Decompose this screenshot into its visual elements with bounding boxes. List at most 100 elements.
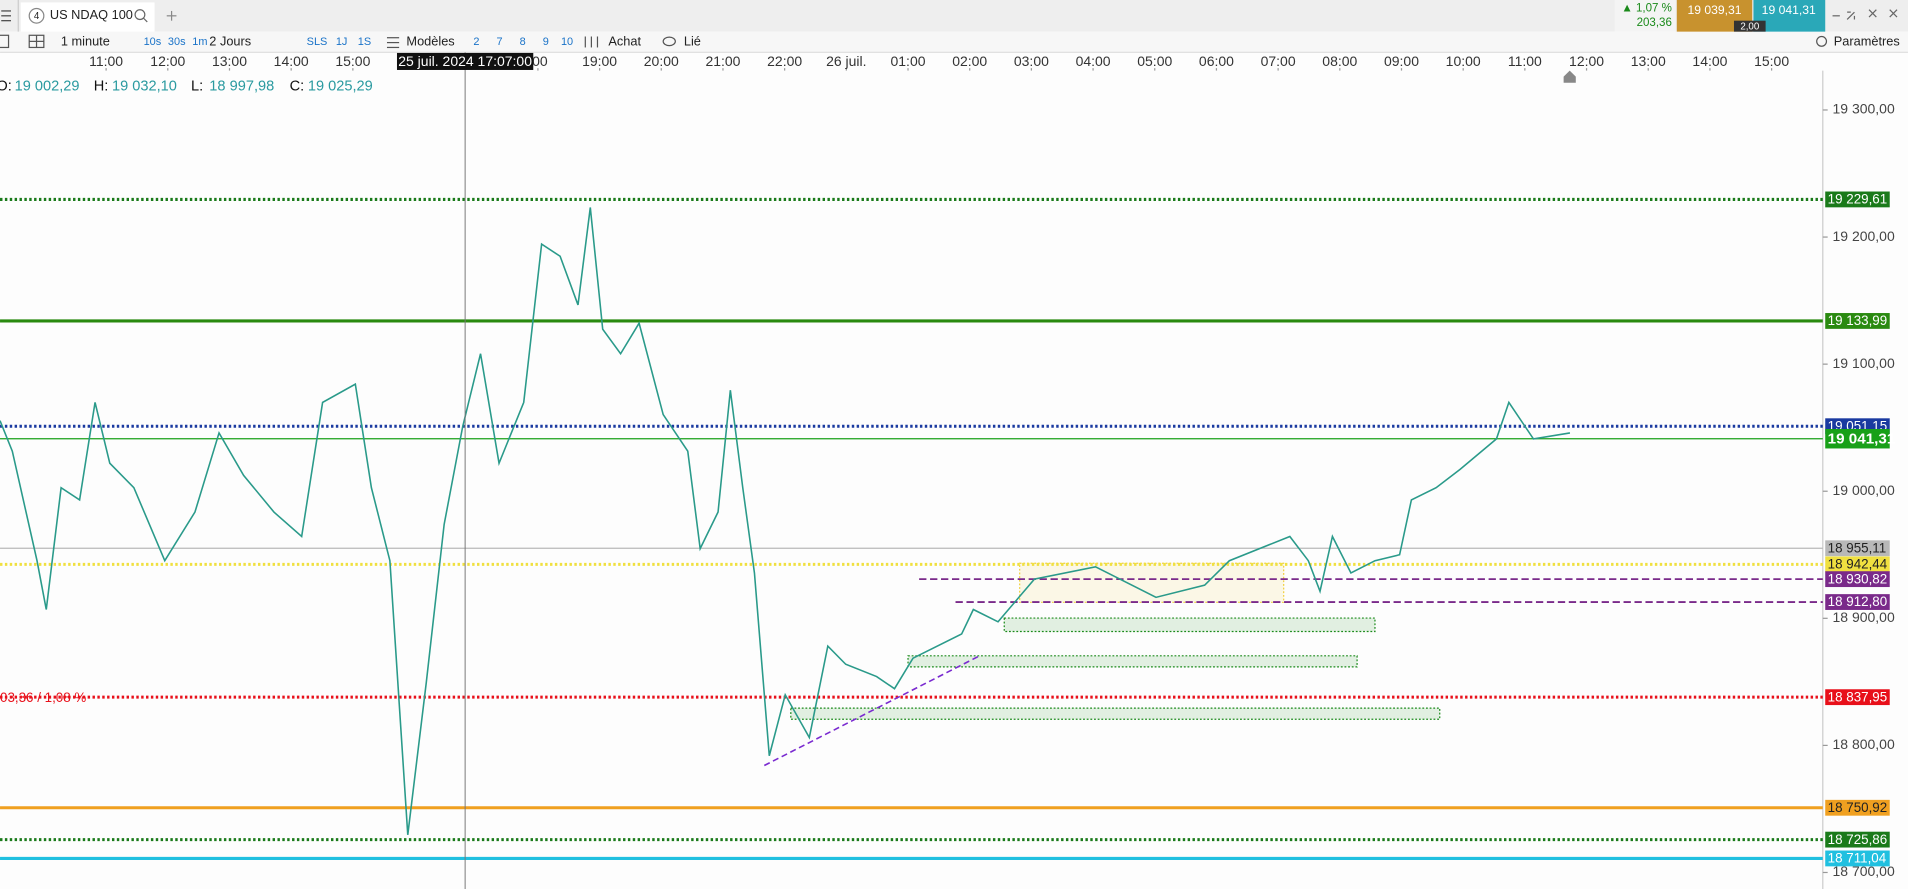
x-tick-label: 21:00 xyxy=(705,53,740,69)
y-tick-label: 18 900,00 xyxy=(1833,609,1895,625)
level-label: 18 750,92 xyxy=(1828,800,1888,815)
order-icon xyxy=(584,36,599,48)
templates[interactable]: Modèles xyxy=(406,33,454,48)
level-label-box xyxy=(1825,850,1890,867)
bid-price: 19 039,31 xyxy=(1687,3,1741,17)
spread-box xyxy=(1733,20,1766,32)
x-tick-label: 14:00 xyxy=(274,53,309,69)
preset-button[interactable]: 7 xyxy=(496,36,502,48)
crosshair-label: 25 juil. 2024 17:07:00 xyxy=(398,53,532,69)
y-tick-label: 19 100,00 xyxy=(1833,355,1895,371)
level-label: 19 041,31 xyxy=(1828,430,1896,447)
ohlc-value: 18 997,98 xyxy=(209,78,274,94)
y-tick-label: 19 300,00 xyxy=(1833,101,1895,117)
x-tick-label: 09:00 xyxy=(1384,53,1419,69)
x-tick-label: 10:00 xyxy=(1446,53,1481,69)
templates-icon xyxy=(386,37,400,49)
level-label: 19 229,61 xyxy=(1828,192,1888,207)
tab-badge xyxy=(28,7,45,24)
crosshair-label-box xyxy=(396,52,534,70)
level-label-box xyxy=(1825,428,1890,449)
tool-bar xyxy=(0,31,1908,53)
window-controls[interactable] xyxy=(1832,9,1898,20)
x-tick-label: 08:00 xyxy=(1322,53,1357,69)
quick-interval[interactable]: 1m xyxy=(192,36,207,48)
preset-button[interactable]: 10 xyxy=(561,36,573,48)
y-tick-label: 19 200,00 xyxy=(1833,228,1895,244)
price-line xyxy=(0,207,1571,835)
level-label-box xyxy=(1825,556,1890,573)
level-label: 18 912,80 xyxy=(1828,594,1888,609)
ohlc-label: C: xyxy=(290,78,305,94)
menu-icon[interactable] xyxy=(1,10,11,22)
layout-icon[interactable] xyxy=(28,34,45,49)
quick-interval[interactable]: 10s xyxy=(144,36,162,48)
x-tick-label: 02:00 xyxy=(952,53,987,69)
list-icon[interactable] xyxy=(0,34,10,49)
level-label: 18 837,95 xyxy=(1828,689,1888,704)
search-icon[interactable] xyxy=(134,9,148,23)
tab-number: 4 xyxy=(34,11,40,22)
zone xyxy=(907,655,1358,668)
instrument-tab[interactable] xyxy=(20,2,155,32)
ohlc-label: H: xyxy=(94,78,109,94)
period-button[interactable]: 1J xyxy=(336,36,348,48)
x-tick-label: 14:00 xyxy=(1692,53,1727,69)
x-tick-label: 05:00 xyxy=(1137,53,1172,69)
instrument-name: US NDAQ 100 xyxy=(50,7,133,22)
x-tick-label: 15:00 xyxy=(1754,53,1789,69)
x-tick-label: 15:00 xyxy=(335,53,370,69)
trend-line xyxy=(763,655,980,767)
level-label: 18 711,04 xyxy=(1828,851,1887,866)
x-tick-label: 22:00 xyxy=(767,53,802,69)
level-label-box xyxy=(1825,313,1890,329)
x-tick-label: 12:00 xyxy=(1569,53,1604,69)
level-label: 18 930,82 xyxy=(1828,571,1888,586)
zone xyxy=(790,707,1441,720)
settings-icon xyxy=(1816,35,1828,47)
spread: 2,00 xyxy=(1740,21,1760,32)
period-select[interactable]: 2 Jours xyxy=(209,33,251,48)
tab-bar xyxy=(0,0,1908,32)
level-note: 03,36 / 1,08 % xyxy=(0,690,86,705)
x-tick-label: 07:00 xyxy=(1261,53,1296,69)
preset-button[interactable]: 8 xyxy=(520,36,526,48)
link-icon xyxy=(662,36,676,47)
preset-button[interactable]: 2 xyxy=(473,36,479,48)
ohlc-value: 19 002,29 xyxy=(15,78,80,94)
ask-price: 19 041,31 xyxy=(1762,3,1816,17)
level-label-box xyxy=(1825,571,1890,588)
change-box xyxy=(1614,0,1676,32)
preset-button[interactable]: 9 xyxy=(543,36,549,48)
ohlc-value: 19 025,29 xyxy=(308,78,373,94)
order[interactable]: Achat xyxy=(608,33,641,48)
add-tab[interactable] xyxy=(166,10,177,21)
y-tick-label: 19 000,00 xyxy=(1833,482,1895,498)
level-label: 18 942,44 xyxy=(1828,557,1888,572)
x-tick-label: 06:00 xyxy=(1199,53,1234,69)
level-label-box xyxy=(1825,831,1890,848)
y-tick-label: 18 800,00 xyxy=(1833,736,1895,752)
quick-interval[interactable]: 30s xyxy=(168,36,186,48)
x-tick-label: 03:00 xyxy=(1014,53,1049,69)
interval-select[interactable]: 1 minute xyxy=(61,33,110,48)
ohlc-label: O: xyxy=(0,78,12,94)
period-button[interactable]: SLS xyxy=(307,36,328,48)
x-tick-label: 12:00 xyxy=(150,53,185,69)
x-tick-label: 01:00 xyxy=(891,53,926,69)
level-label-box xyxy=(1825,191,1890,208)
x-tick-label: 19:00 xyxy=(582,53,617,69)
level-label-box xyxy=(1825,689,1890,706)
x-tick-label: 11:00 xyxy=(89,53,123,69)
ohlc-label: L: xyxy=(191,78,203,94)
x-tick-label: 20:00 xyxy=(644,53,679,69)
zone xyxy=(1019,562,1285,603)
period-button[interactable]: 1S xyxy=(358,36,371,48)
link[interactable]: Lié xyxy=(684,33,701,48)
x-tick-label: 04:00 xyxy=(1076,53,1111,69)
level-label: 18 955,11 xyxy=(1828,540,1887,555)
settings[interactable]: Paramètres xyxy=(1834,33,1900,48)
